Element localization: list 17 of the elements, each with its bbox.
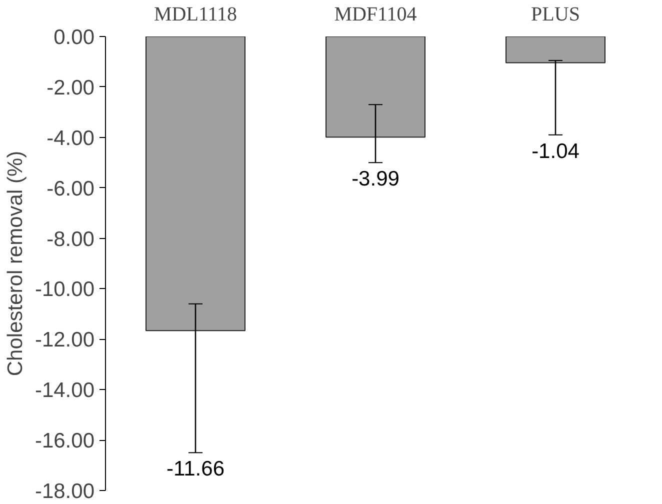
y-tick-label: -12.00 xyxy=(34,328,94,352)
annotation: -11.66 xyxy=(166,458,225,481)
y-tick-label: -14.00 xyxy=(34,379,94,402)
x-tick-label: PLUS xyxy=(531,4,580,26)
y-tick-label: -4.00 xyxy=(46,126,95,150)
y-tick-label: -8.00 xyxy=(46,228,95,251)
y-tick-label: 0.00 xyxy=(54,26,95,49)
y-tick-label: -10.00 xyxy=(34,278,94,302)
x-tick-label: MDF1104 xyxy=(334,4,417,26)
y-tick-label: -18.00 xyxy=(34,480,94,503)
y-axis-title: Cholesterol removal (%) xyxy=(4,150,27,376)
annotation: -3.99 xyxy=(352,168,400,191)
y-tick-label: -16.00 xyxy=(34,430,94,453)
y-tick-label: -6.00 xyxy=(46,177,95,200)
y-tick-label: -2.00 xyxy=(46,76,95,100)
x-tick-label: MDL1118 xyxy=(154,4,237,26)
annotation: -1.04 xyxy=(532,140,580,163)
